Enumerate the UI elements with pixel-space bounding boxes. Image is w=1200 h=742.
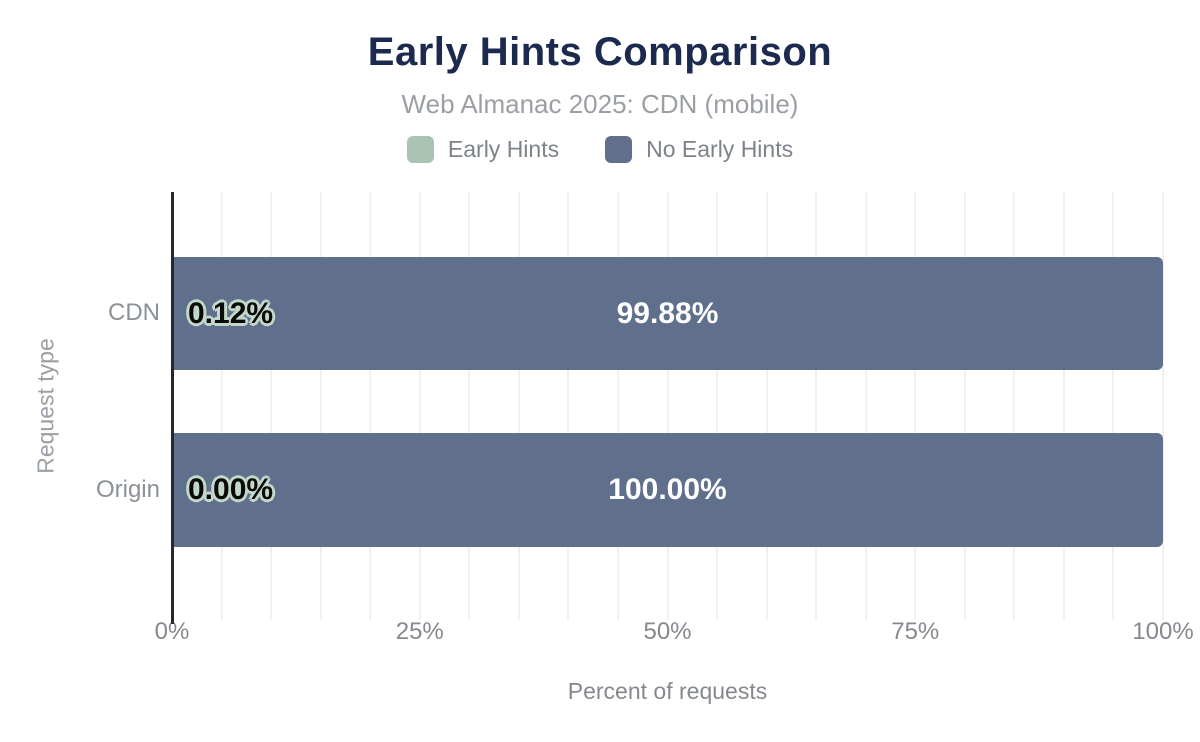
gridline [815,192,818,620]
chart-title: Early Hints Comparison [367,30,833,74]
legend-swatch-no-early-hints-icon [605,136,633,163]
y-axis-line [171,192,174,624]
legend-label-early-hints: Early Hints [447,136,560,162]
bar-cdn-no-early-hints-value: 99.88% [616,296,719,330]
gridline [220,192,223,620]
gridline [963,192,966,620]
bar-cdn[interactable]: 0.12% 99.88% [172,257,1163,370]
x-tick-label: 25% [395,618,444,645]
gridline [716,192,719,620]
gridline [319,192,322,620]
gridline [616,192,619,620]
gridline [567,192,570,620]
gridline [914,192,917,620]
legend-label-no-early-hints: No Early Hints [646,136,794,162]
plot-area: 0.12% 99.88% 0.00% 100.00% 0% 25% 50% 75% 10… [155,192,1194,645]
gridline [418,192,421,620]
category-label-cdn: CDN [108,299,160,326]
y-axis-title: Request type [32,338,59,474]
bar-origin-early-hints-value: 0.00% [188,473,274,506]
gridline [468,192,471,620]
bar-origin[interactable]: 0.00% 100.00% [172,433,1163,547]
x-axis-title: Percent of requests [567,678,768,704]
bar-origin-no-early-hints-value: 100.00% [608,473,727,506]
gridline [1062,192,1065,620]
gridline [666,192,669,620]
legend: Early Hints No Early Hints [0,136,1200,163]
gridline [517,192,520,620]
gridline [765,192,768,620]
category-label-origin: Origin [95,476,160,503]
gridline [1013,192,1016,620]
x-tick-label: 50% [643,618,692,645]
gridline [1162,192,1164,620]
legend-item-early-hints[interactable]: Early Hints [406,136,560,163]
gridline [369,192,372,620]
x-tick-label: 75% [891,618,940,645]
legend-swatch-early-hints-icon [406,136,434,163]
x-tick-label: 100% [1132,618,1194,645]
gridline [270,192,273,620]
legend-item-no-early-hints[interactable]: No Early Hints [605,136,793,163]
chart-subtitle: Web Almanac 2025: CDN (mobile) [401,89,799,119]
gridline [1112,192,1115,620]
gridline [864,192,867,620]
bar-cdn-early-hints-value: 0.12% [188,296,274,330]
